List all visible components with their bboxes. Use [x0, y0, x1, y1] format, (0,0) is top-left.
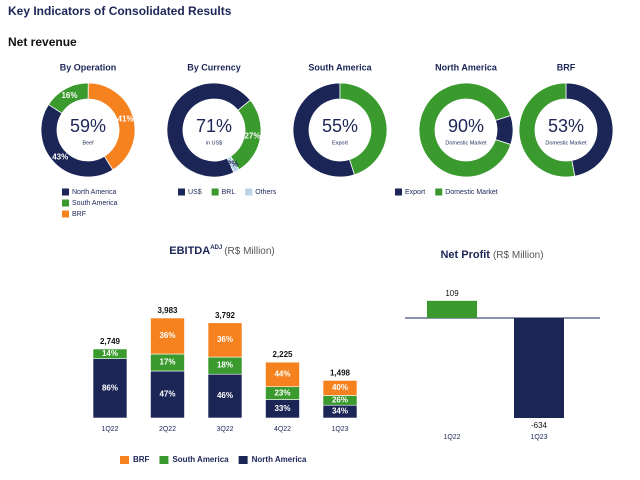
center-label: Domestic Market: [545, 140, 587, 146]
donut-segment: [418, 82, 512, 178]
bar-segment: [207, 373, 243, 419]
center-label: Domestic Market: [445, 140, 487, 146]
donut-segment: [565, 82, 614, 177]
donut-segment: [292, 82, 356, 178]
segment-label: 2%: [227, 159, 239, 168]
center-label: Export: [332, 140, 348, 146]
legend-label: BRF: [72, 211, 86, 218]
legend-swatch: [238, 456, 248, 464]
center-value: 55%: [322, 116, 358, 136]
legend-swatch: [120, 456, 129, 464]
bar: [427, 300, 477, 318]
segment-label: 36%: [217, 335, 233, 344]
donut-segment: [339, 82, 388, 176]
segment-label: 34%: [332, 407, 348, 416]
bar-segment: [92, 358, 128, 419]
bar: [514, 318, 564, 418]
legend-swatch: [178, 188, 185, 196]
segment-label: 40%: [332, 383, 348, 392]
legend-label: Domestic Market: [445, 189, 498, 196]
donut-title: By Operation: [60, 62, 117, 72]
donut-segment: [87, 82, 136, 171]
segment-label: 14%: [102, 349, 118, 358]
x-tick-label: 2Q22: [159, 426, 176, 433]
donut-title: BRF: [557, 62, 576, 72]
segment-label: 18%: [217, 361, 233, 370]
segment-label: 86%: [102, 383, 118, 392]
segment-label: 47%: [159, 390, 175, 399]
center-value: 90%: [448, 116, 484, 136]
legend-swatch: [159, 456, 169, 464]
legend-swatch: [62, 210, 69, 218]
value-label: -634: [531, 421, 548, 430]
legend-swatch: [435, 188, 443, 196]
ebitda-title: EBITDAADJ (R$ Million): [169, 245, 275, 257]
segment-label: 43%: [52, 152, 68, 161]
donut-segment: [518, 82, 576, 178]
donut-title: By Currency: [187, 62, 241, 72]
bar-segment: [150, 317, 185, 355]
bar-segment: [207, 322, 243, 358]
center-value: 59%: [70, 116, 106, 136]
bar-segment: [92, 348, 128, 359]
x-tick-label: 1Q23: [331, 426, 348, 433]
net-profit-title: Net Profit (R$ Million): [440, 249, 543, 261]
segment-label: 44%: [274, 370, 290, 379]
total-label: 1,498: [330, 368, 351, 377]
segment-label: 33%: [274, 404, 290, 413]
legend-swatch: [62, 188, 69, 196]
title-unit: (R$ Million): [224, 246, 275, 257]
title-main: EBITDA: [169, 245, 210, 257]
legend-label: Export: [405, 189, 425, 196]
legend-swatch: [395, 188, 402, 196]
legend-label: North America: [252, 455, 307, 464]
segment-label: 23%: [274, 388, 290, 397]
segment-label: 46%: [217, 391, 233, 400]
bar-segment: [265, 361, 300, 388]
legend-label: US$: [188, 189, 202, 196]
donut-segment: [226, 155, 240, 174]
title-unit: (R$ Million): [493, 250, 544, 261]
x-tick-label: 1Q23: [530, 434, 547, 441]
total-label: 2,749: [100, 337, 121, 346]
legend-label: Others: [255, 189, 277, 196]
bar-segment: [322, 380, 358, 396]
donut-title: South America: [308, 62, 372, 72]
segment-label: 16%: [61, 91, 77, 100]
segment-label: 26%: [332, 395, 348, 404]
center-label: Beef: [82, 140, 94, 146]
legend-swatch: [245, 188, 253, 196]
title-sup: ADJ: [210, 245, 222, 251]
legend-label: South America: [72, 200, 118, 207]
segment-label: 36%: [159, 331, 175, 340]
x-tick-label: 1Q22: [443, 434, 460, 441]
x-tick-label: 4Q22: [274, 426, 291, 433]
legend-label: North America: [72, 189, 116, 196]
donut-title: North America: [435, 62, 498, 72]
donut-segment: [166, 82, 251, 178]
center-value: 53%: [548, 116, 584, 136]
total-label: 3,792: [215, 311, 236, 320]
x-tick-label: 1Q22: [101, 426, 118, 433]
x-tick-label: 3Q22: [216, 426, 233, 433]
page-title: Key Indicators of Consolidated Results: [8, 4, 232, 18]
value-label: 109: [445, 289, 459, 298]
center-label: in US$: [206, 140, 223, 146]
bar-segment: [150, 370, 185, 419]
legend-label: South America: [172, 455, 229, 464]
segment-label: 41%: [118, 114, 134, 123]
title-main: Net Profit: [440, 249, 490, 261]
section-title: Net revenue: [8, 35, 77, 49]
center-value: 71%: [196, 116, 232, 136]
legend-label: BRF: [133, 455, 150, 464]
legend-swatch: [211, 188, 219, 196]
legend-swatch: [62, 199, 69, 207]
total-label: 2,225: [272, 350, 293, 359]
segment-label: 27%: [244, 131, 260, 140]
total-label: 3,983: [157, 306, 178, 315]
legend-label: BRL: [222, 189, 236, 196]
segment-label: 17%: [159, 358, 175, 367]
